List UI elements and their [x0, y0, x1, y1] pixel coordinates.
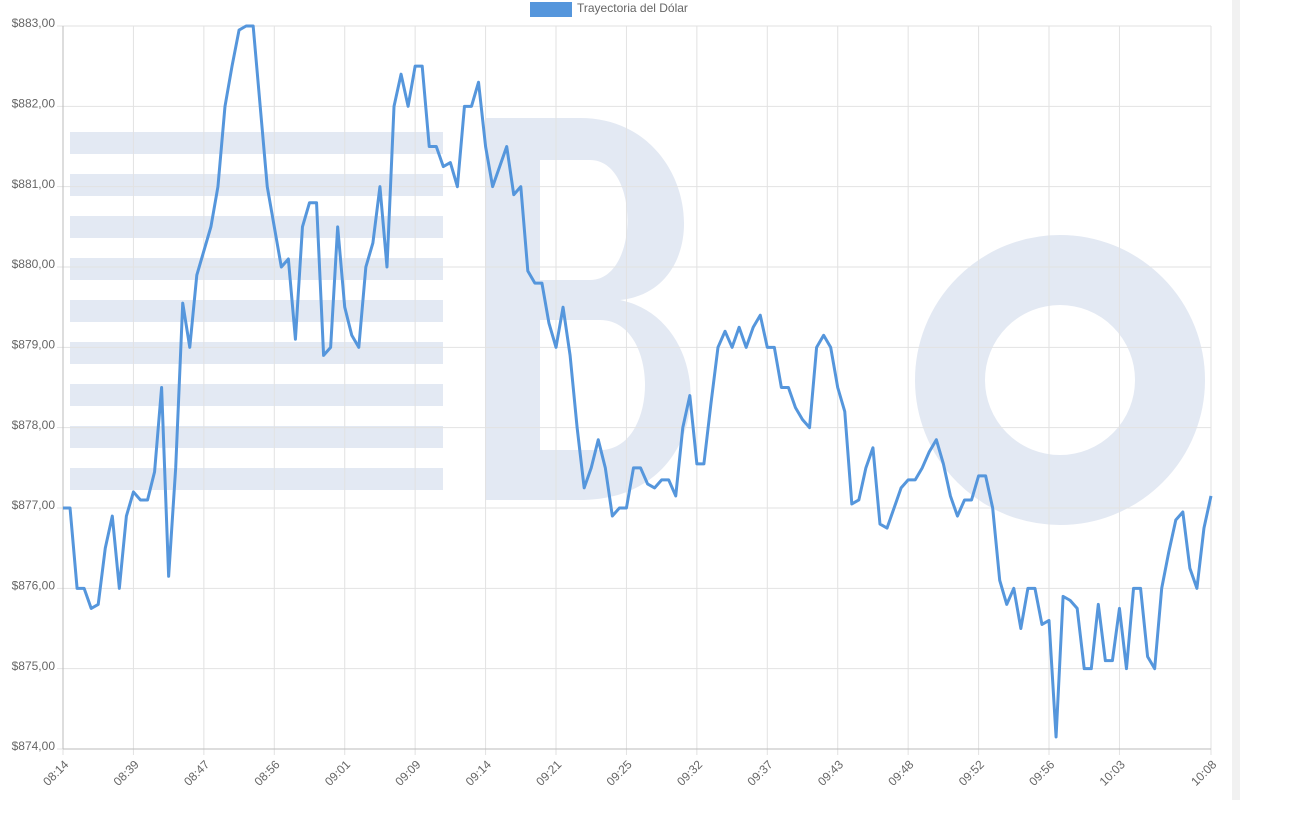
x-tick-label: 09:52: [956, 757, 987, 788]
y-tick-label: $875,00: [12, 659, 56, 673]
y-tick-label: $879,00: [12, 338, 56, 352]
x-tick-label: 08:39: [111, 757, 142, 788]
x-tick-label: 08:14: [40, 757, 71, 788]
x-tick-label: 09:48: [885, 757, 916, 788]
x-tick-label: 09:21: [533, 757, 564, 788]
y-tick-label: $880,00: [12, 257, 56, 271]
y-tick-label: $882,00: [12, 97, 56, 111]
legend-label: Trayectoria del Dólar: [577, 1, 688, 15]
x-tick-label: 09:32: [674, 757, 705, 788]
y-tick-label: $877,00: [12, 498, 56, 512]
data-line: [63, 24, 1213, 739]
chart: Trayectoria del Dólar $874,00 $875,00 $876…: [12, 1, 1220, 788]
y-tick-label: $874,00: [12, 739, 56, 753]
x-tick-label: 09:09: [392, 757, 423, 788]
x-tick-label: 09:25: [604, 757, 635, 788]
x-tick-label: 09:56: [1026, 757, 1057, 788]
x-tick-label: 08:56: [251, 757, 282, 788]
y-tick-label: $883,00: [12, 16, 56, 30]
x-tick-label: 10:03: [1097, 757, 1128, 788]
x-tick-label: 10:08: [1188, 757, 1219, 788]
scrollbar: [1232, 0, 1240, 800]
x-tick-label: 09:01: [322, 757, 353, 788]
x-tick-label: 09:43: [815, 757, 846, 788]
y-tick-label: $878,00: [12, 418, 56, 432]
x-tick-label: 09:37: [745, 757, 776, 788]
y-tick-label: $881,00: [12, 177, 56, 191]
x-tick-label: 08:47: [181, 757, 212, 788]
watermark: [70, 118, 1205, 525]
x-tick-label: 09:14: [463, 757, 494, 788]
y-tick-label: $876,00: [12, 579, 56, 593]
legend-swatch: [530, 2, 572, 17]
